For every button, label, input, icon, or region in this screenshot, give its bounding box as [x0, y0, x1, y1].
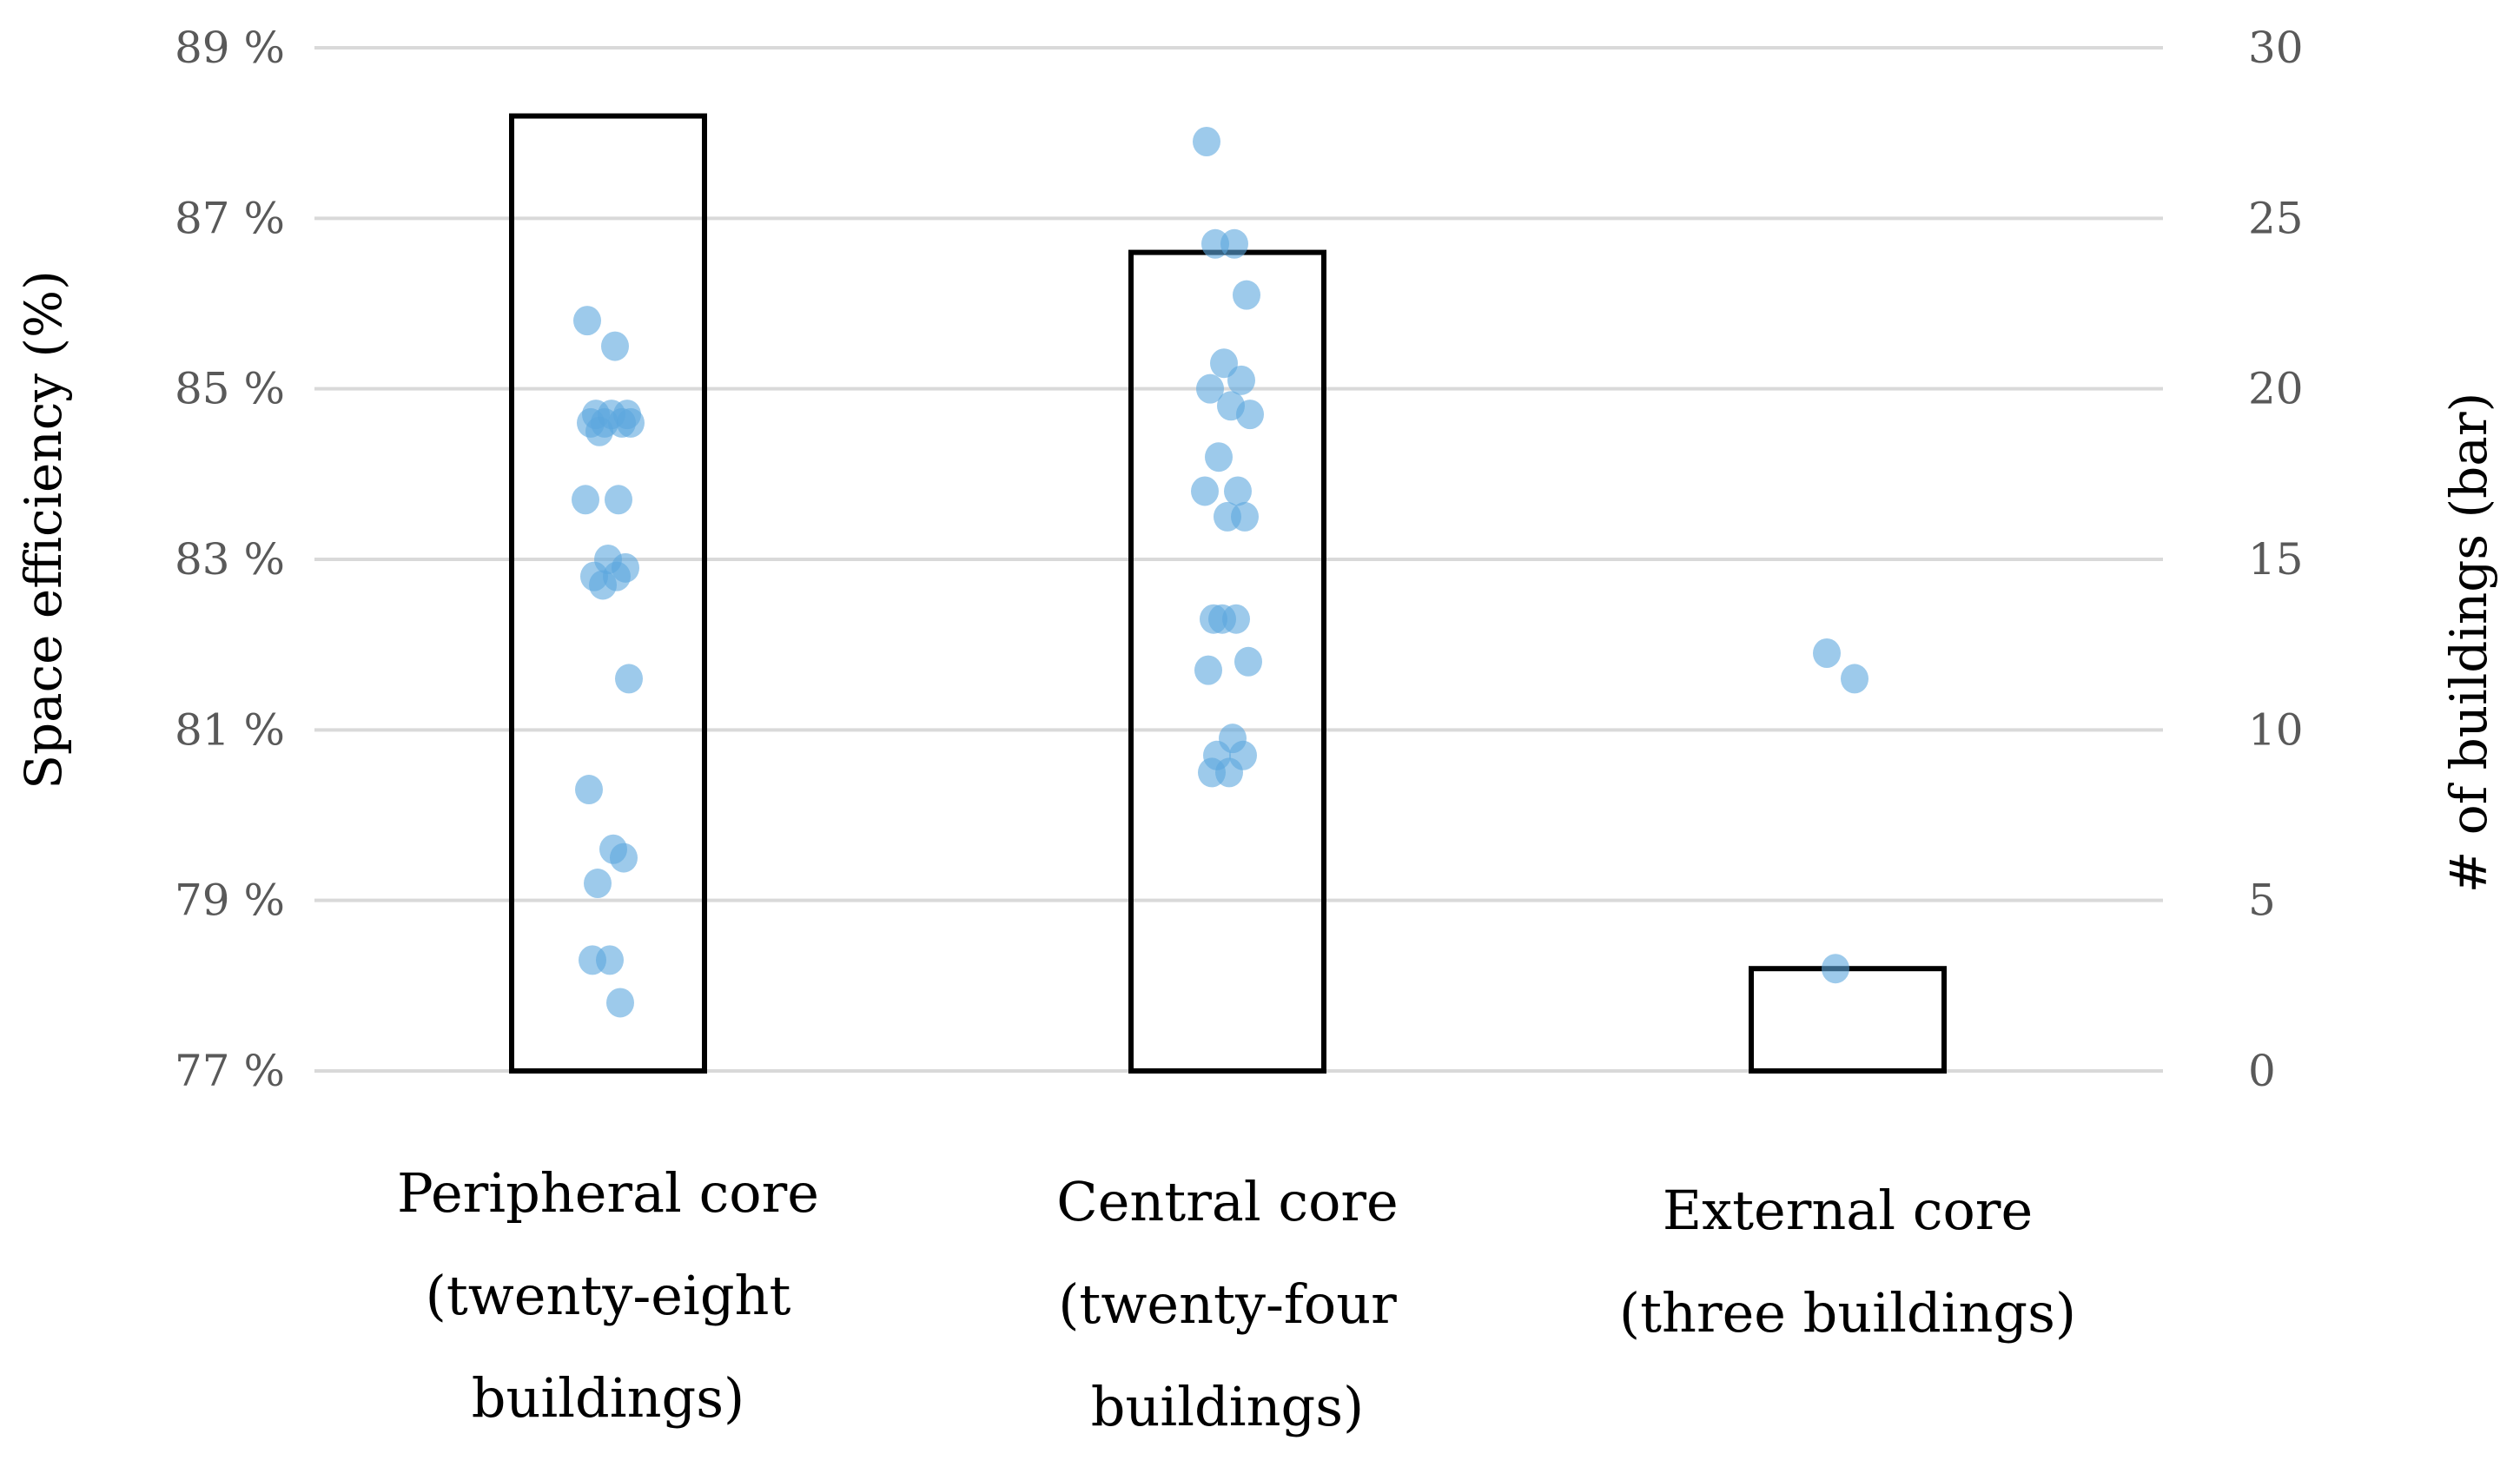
scatter-point	[573, 306, 601, 336]
scatter-point	[1236, 400, 1264, 430]
left-tick-label: 85 %	[175, 364, 285, 414]
left-axis-ticks: 77 % 79 % 81 % 83 % 85 % 87 % 89 %	[175, 23, 285, 1096]
scatter-point	[605, 485, 632, 515]
category-label: (twenty-four	[1058, 1272, 1397, 1336]
scatter-point	[1233, 280, 1260, 310]
scatter-point	[1227, 365, 1255, 395]
scatter-point	[1201, 228, 1229, 259]
right-tick-label: 10	[2248, 704, 2304, 755]
scatter-point	[585, 416, 613, 446]
left-tick-label: 83 %	[175, 534, 285, 585]
scatter-point	[1813, 638, 1841, 668]
scatter-point	[584, 869, 612, 899]
category-label: buildings)	[1091, 1375, 1364, 1438]
left-tick-label: 89 %	[175, 23, 285, 73]
scatter-point	[1234, 646, 1262, 677]
scatter-point	[575, 775, 603, 805]
category-label: Peripheral core	[397, 1161, 819, 1225]
right-tick-label: 30	[2248, 23, 2304, 73]
scatter-point	[572, 485, 599, 515]
scatter-point	[1220, 228, 1248, 259]
right-axis-ticks: 0 5 10 15 20 25 30	[2248, 23, 2304, 1096]
bar	[509, 113, 707, 1074]
gridlines	[314, 46, 2163, 1073]
right-tick-label: 15	[2248, 534, 2304, 585]
scatter-point	[1191, 476, 1219, 506]
scatter-point	[579, 945, 606, 975]
scatter-point	[601, 331, 629, 361]
category-label: (three buildings)	[1619, 1281, 2076, 1345]
left-tick-label: 81 %	[175, 704, 285, 755]
scatter-point	[1841, 664, 1869, 694]
scatter-point	[589, 570, 617, 600]
category-label: buildings)	[472, 1366, 744, 1430]
scatter-point	[1194, 655, 1222, 685]
left-tick-label: 79 %	[175, 876, 285, 926]
scatter-point	[617, 407, 645, 438]
category-label: External core	[1663, 1179, 2033, 1242]
left-axis-title: Space efficiency (%)	[14, 270, 73, 790]
scatter-point	[1822, 954, 1849, 984]
bars	[509, 113, 1947, 1074]
scatter-points	[572, 126, 1869, 1018]
right-tick-label: 0	[2248, 1046, 2276, 1096]
scatter-point	[606, 988, 634, 1018]
left-tick-label: 87 %	[175, 193, 285, 243]
scatter-point	[1198, 757, 1226, 788]
scatter-point	[1205, 442, 1233, 472]
scatter-point	[1196, 373, 1224, 404]
right-tick-label: 5	[2248, 876, 2276, 926]
category-labels: Peripheral core (twenty-eight buildings) Ce…	[397, 1161, 2076, 1438]
scatter-point	[1224, 476, 1252, 506]
right-tick-label: 20	[2248, 364, 2304, 414]
scatter-point	[610, 843, 638, 873]
scatter-point	[615, 664, 643, 694]
scatter-point	[1208, 604, 1236, 634]
right-axis-title: # of buildings (bar)	[2439, 393, 2498, 894]
category-label: (twenty-eight	[426, 1264, 791, 1327]
scatter-point	[1231, 501, 1259, 532]
right-tick-label: 25	[2248, 193, 2304, 243]
left-tick-label: 77 %	[175, 1046, 285, 1096]
bar	[1749, 966, 1947, 1074]
category-label: Central core	[1056, 1170, 1399, 1233]
scatter-point	[1193, 126, 1220, 156]
